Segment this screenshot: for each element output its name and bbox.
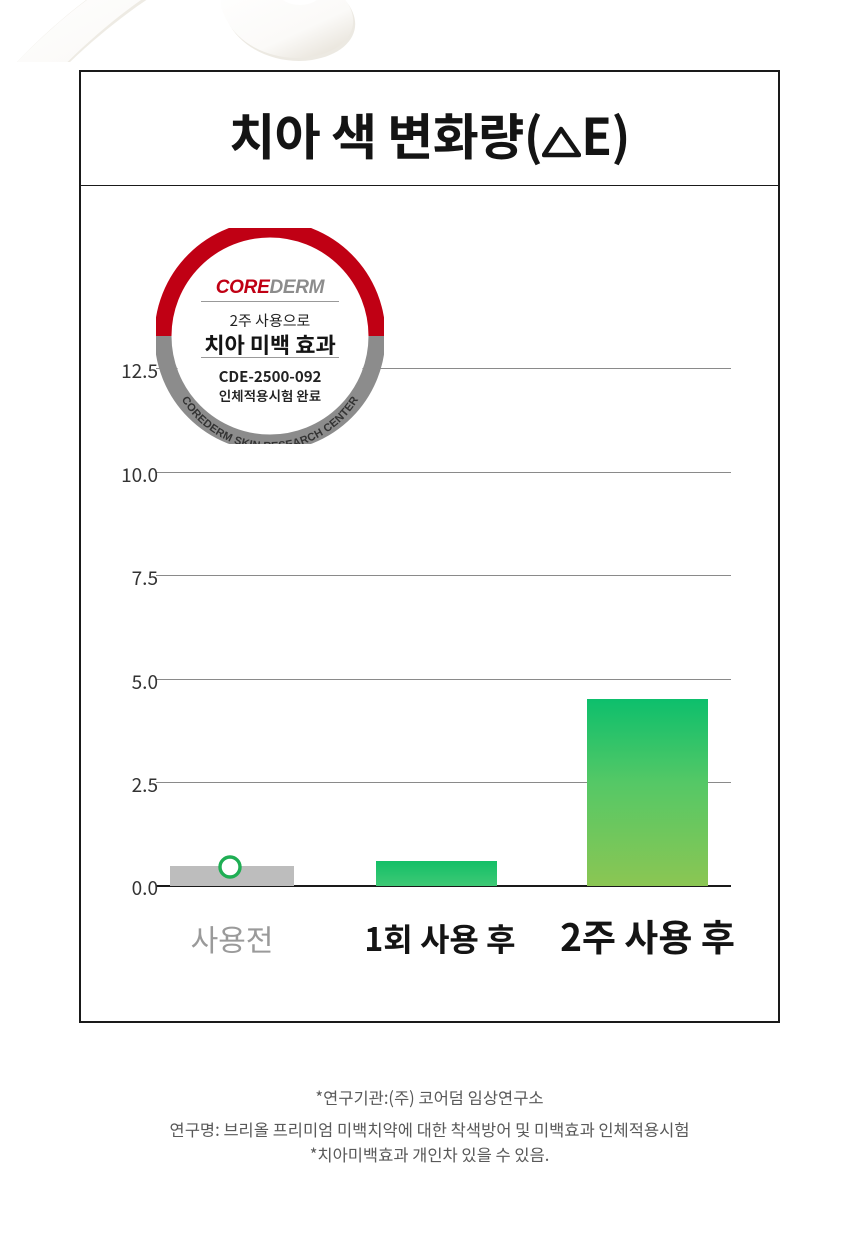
svg-text:COREDERM SKIN RESEARCH CENTER: COREDERM SKIN RESEARCH CENTER (179, 394, 361, 444)
